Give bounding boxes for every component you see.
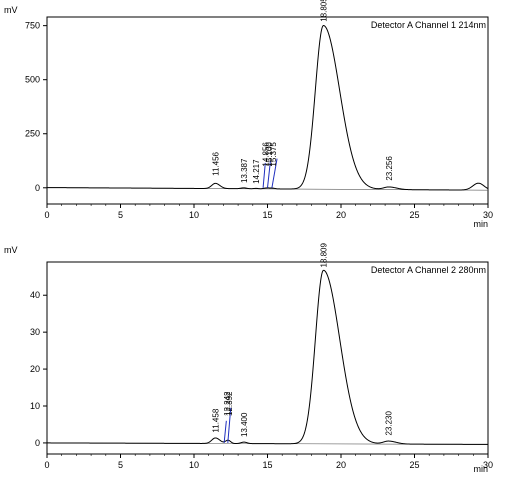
integration-marker	[223, 420, 227, 443]
peak-label: 11.456	[211, 151, 220, 175]
y-tick-label: 0	[35, 183, 40, 193]
y-tick-label: 20	[30, 364, 40, 374]
signal-trace	[47, 25, 489, 191]
x-axis-unit-label: min	[473, 219, 488, 229]
x-axis-unit-label: min	[473, 464, 488, 474]
x-tick-label: 10	[189, 460, 199, 470]
peak-label: 15.375	[269, 142, 278, 167]
peak-label: 13.387	[240, 158, 249, 183]
integration-marker	[267, 160, 271, 188]
y-tick-label: 0	[35, 438, 40, 448]
chromatogram-panel-top: mV Detector A Channel 1 214nm 0250500750…	[4, 0, 493, 229]
y-tick-label: 40	[30, 290, 40, 300]
peak-label: 12.242	[223, 391, 232, 416]
peak-label: 23.230	[384, 411, 393, 436]
x-tick-label: 20	[336, 460, 346, 470]
x-tick-label: 15	[262, 210, 272, 220]
chromatogram-panel-bottom: mV Detector A Channel 2 280nm 010203040 …	[4, 243, 493, 474]
x-tick-label: 5	[118, 460, 123, 470]
integration-marker	[262, 162, 266, 188]
y-tick-label: 500	[25, 75, 40, 85]
y-tick-label: 250	[25, 129, 40, 139]
peak-label: 15.100	[265, 142, 274, 167]
y-axis-unit-label: mV	[4, 5, 18, 15]
channel-label: Detector A Channel 2 280nm	[371, 265, 486, 275]
peak-label: 23.256	[385, 156, 394, 181]
x-tick-label: 25	[409, 210, 419, 220]
x-axis-ticks: 0 5 10 15 20 25 30	[44, 204, 493, 220]
peak-label: 11.458	[211, 408, 220, 432]
signal-trace	[47, 269, 488, 445]
integration-markers	[262, 158, 278, 188]
peak-label: 14.856	[261, 142, 270, 167]
y-tick-label: 10	[30, 401, 40, 411]
y-tick-label: 30	[30, 327, 40, 337]
integration-marker	[227, 407, 232, 443]
peak-label: 12.392	[225, 391, 234, 416]
y-axis-ticks: 0 250 500 750	[25, 21, 47, 193]
x-tick-label: 20	[336, 210, 346, 220]
integration-markers	[223, 407, 232, 443]
channel-label: Detector A Channel 1 214nm	[371, 20, 486, 30]
peak-label: 14.217	[252, 159, 261, 184]
x-tick-label: 25	[409, 460, 419, 470]
peak-label: 13.400	[240, 412, 249, 437]
y-tick-label: 750	[25, 21, 40, 31]
y-axis-ticks: 0 10 20 30 40	[30, 290, 47, 448]
plot-frame	[46, 261, 489, 455]
x-tick-label: 30	[483, 460, 493, 470]
x-tick-label: 0	[44, 210, 49, 220]
x-tick-label: 10	[189, 210, 199, 220]
peak-label: 18.805	[319, 0, 328, 22]
x-axis-ticks: 0 5 10 15 20 25 30	[44, 454, 493, 470]
integration-marker	[271, 158, 278, 188]
x-tick-label: 0	[44, 460, 49, 470]
x-tick-label: 5	[118, 210, 123, 220]
x-tick-label: 30	[483, 210, 493, 220]
x-tick-label: 15	[262, 460, 272, 470]
plot-frame	[46, 16, 489, 205]
peak-label: 18.809	[319, 243, 328, 268]
y-axis-unit-label: mV	[4, 245, 18, 255]
